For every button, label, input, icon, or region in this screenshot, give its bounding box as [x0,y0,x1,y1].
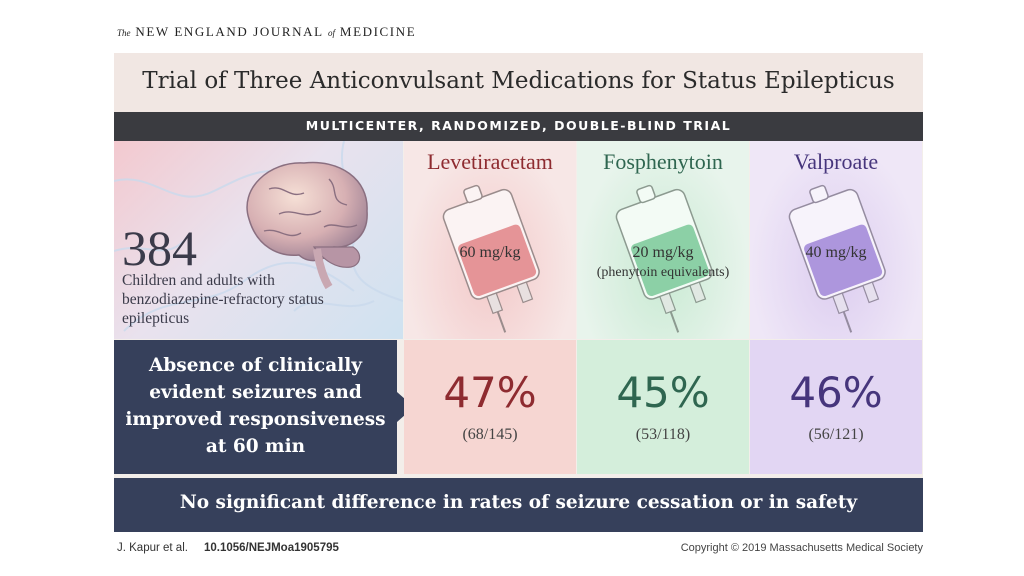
primary-outcome: Absence of clinically evident seizures a… [125,355,386,457]
doi-link[interactable]: 10.1056/NEJMoa1905795 [203,542,339,554]
copyright: Copyright © 2019 Massachusetts Medical S… [680,542,923,554]
result-fraction: (68/145) [462,426,518,443]
journal-of: of [328,28,336,38]
result-fraction: (56/121) [808,426,864,443]
iv-bag-icon [788,184,886,333]
visual-abstract-card: Trial of Three Anticonvulsant Medication… [114,53,923,532]
population-panel: 384 Children and adults with benzodiazep… [114,141,403,339]
conclusion-bar: No significant difference in rates of se… [114,478,923,532]
trial-design-label: MULTICENTER, RANDOMIZED, DOUBLE-BLIND TR… [305,118,732,133]
patient-count: 384 [122,220,197,276]
result-fraction: (53/118) [635,426,691,443]
iv-bag-icon [442,184,540,333]
outcome-label-panel: Absence of clinically evident seizures a… [114,340,414,474]
result-percent: 46% [789,368,883,417]
conclusion-text: No significant difference in rates of se… [179,492,858,513]
authors: J. Kapur et al. [117,542,188,554]
result-percent: 45% [616,368,710,417]
drug-dose: 40 mg/kg [805,244,867,261]
result-valproate: 46% (56/121) [750,340,922,474]
drug-dose-note: (phenytoin equivalents) [596,265,730,280]
outcome-arrow-shape [114,340,414,474]
journal-name-part2: MEDICINE [339,24,417,39]
page-title: Trial of Three Anticonvulsant Medication… [142,68,895,94]
drug-name: Valproate [793,149,879,174]
citation: J. Kapur et al. 10.1056/NEJMoa1905795 [117,542,339,554]
journal-name-part1: NEW ENGLAND JOURNAL [135,24,324,39]
drug-dose: 20 mg/kg [632,244,694,261]
result-fosphenytoin: 45% (53/118) [577,340,749,474]
subtitle-bar: MULTICENTER, RANDOMIZED, DOUBLE-BLIND TR… [114,112,923,141]
result-levetiracetam: 47% (68/145) [404,340,576,474]
drug-name: Levetiracetam [427,149,553,174]
population-description: Children and adults with benzodiazepine-… [122,272,324,327]
drug-column-fosphenytoin: Fosphenytoin 20 mg/kg (phenytoin equival… [577,141,749,339]
journal-masthead: The NEW ENGLAND JOURNAL of MEDICINE [117,24,416,40]
drug-column-levetiracetam: Levetiracetam 60 mg/kg [404,141,576,339]
brain-icon [246,161,368,289]
iv-bag-icon [615,184,713,333]
journal-prefix: The [117,28,131,38]
result-percent: 47% [443,368,537,417]
title-bar: Trial of Three Anticonvulsant Medication… [114,53,923,112]
drug-dose: 60 mg/kg [459,244,521,261]
drug-column-valproate: Valproate 40 mg/kg [750,141,922,339]
drug-name: Fosphenytoin [603,149,723,174]
